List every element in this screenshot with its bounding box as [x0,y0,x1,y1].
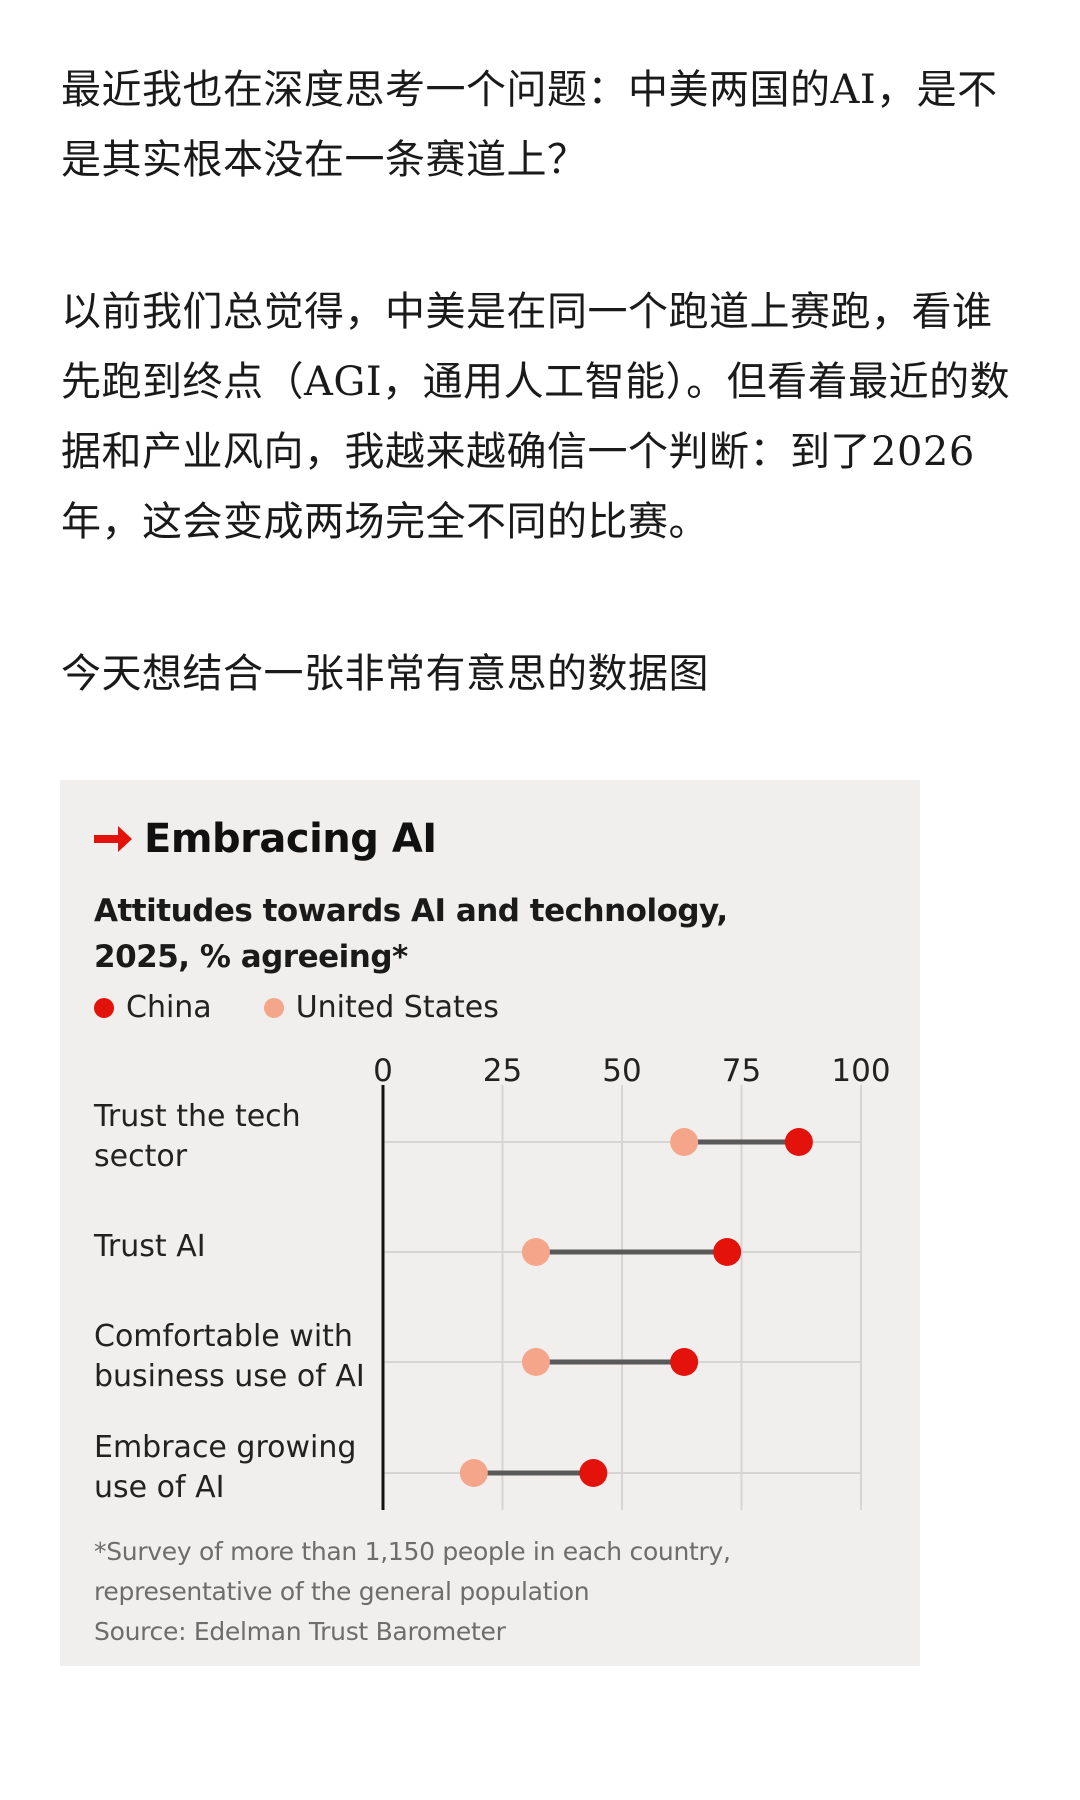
chart-subtitle-line-2: 2025, % agreeing* [94,939,408,975]
x-tick-label-75: 75 [722,1053,761,1089]
paragraph-3: 今天想结合一张非常有意思的数据图 [61,651,709,697]
category-label-3-1: use of AI [94,1470,224,1505]
legend-swatch-united-states [263,997,284,1018]
chart-subtitle-line-1: Attitudes towards AI and technology, [94,893,728,929]
category-label-0-1: sector [94,1139,188,1174]
dot-china-0 [784,1128,813,1156]
source-note: Source: Edelman Trust Barometer [94,1617,506,1646]
chart-title: Embracing AI [144,816,437,862]
paragraph-2: 以前我们总觉得，中美是在同一个跑道上赛跑，看谁先跑到终点（AGI，通用人工智能）… [61,289,1011,545]
dot-united-states-3 [459,1459,488,1487]
category-label-2-0: Comfortable with [94,1319,353,1354]
x-tick-label-25: 25 [483,1053,522,1089]
x-tick-label-50: 50 [602,1053,641,1089]
dot-united-states-2 [521,1348,550,1376]
category-label-1-0: Trust AI [93,1229,206,1264]
legend-label-china: China [126,990,212,1025]
dumbbell-chart: 0 25 50 75 100 Trust the tech sector Trust AI Co… [93,1053,891,1510]
legend-item-china: China [94,990,212,1025]
footnote-line-2: representative of the general population [94,1577,590,1606]
dot-united-states-1 [521,1238,550,1266]
category-label-3-0: Embrace growing [94,1430,356,1465]
chart-footnote: *Survey of more than 1,150 people in eac… [94,1532,894,1652]
chart-figure[interactable]: Embracing AI Attitudes towards AI and te… [60,780,920,1666]
dot-china-3 [579,1459,608,1487]
dot-united-states-0 [670,1128,699,1156]
category-label-0-0: Trust the tech [93,1099,301,1134]
legend-swatch-china [94,997,114,1018]
dot-china-2 [670,1348,699,1376]
category-label-2-1: business use of AI [94,1359,365,1394]
arrow-right-icon [94,826,132,852]
legend-item-united-states: United States [263,990,499,1025]
x-tick-label-0: 0 [373,1053,393,1089]
chart-subtitle: Attitudes towards AI and technology, 202… [94,888,794,980]
x-tick-label-100: 100 [831,1053,890,1089]
footnote-line-1: *Survey of more than 1,150 people in eac… [94,1537,731,1566]
article-body: 最近我也在深度思考一个问题：中美两国的AI，是不是其实根本没在一条赛道上？ 以前… [61,55,1021,709]
chart-legend: China United States [94,990,551,1025]
legend-label-united-states: United States [295,990,499,1025]
chart-title-row: Embracing AI [92,816,437,862]
dot-china-1 [713,1238,742,1266]
paragraph-1: 最近我也在深度思考一个问题：中美两国的AI，是不是其实根本没在一条赛道上？ [61,67,998,183]
